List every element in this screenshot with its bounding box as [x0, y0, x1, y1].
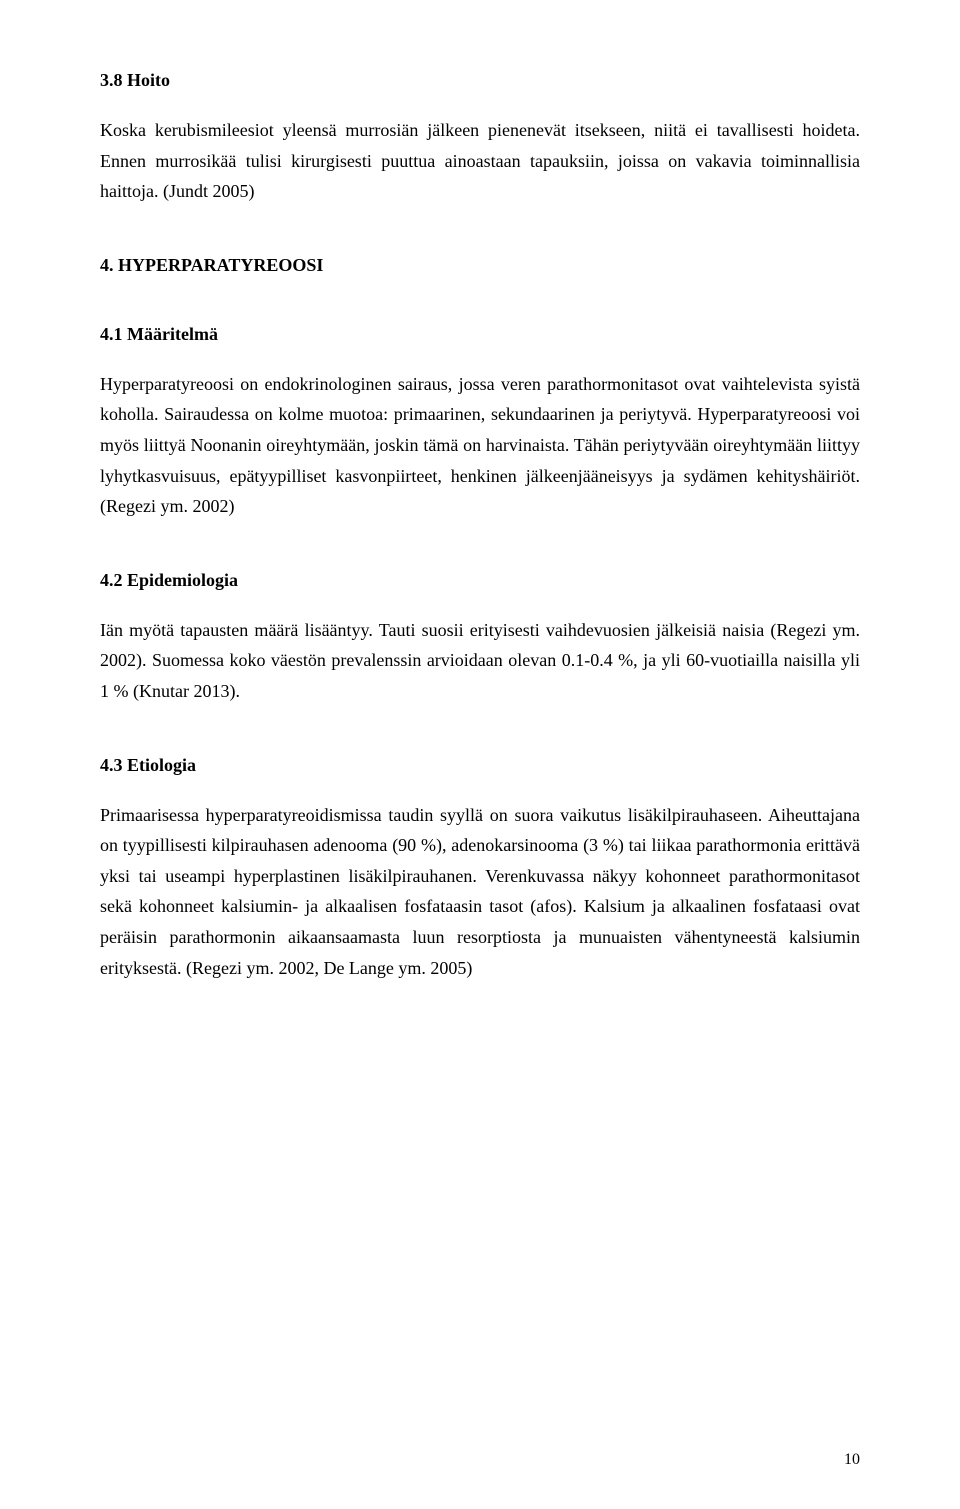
heading-4-3: 4.3 Etiologia: [100, 755, 860, 776]
heading-4: 4. HYPERPARATYREOOSI: [100, 255, 860, 276]
page-container: 3.8 Hoito Koska kerubismileesiot yleensä…: [0, 0, 960, 1509]
paragraph-4-2: Iän myötä tapausten määrä lisääntyy. Tau…: [100, 615, 860, 707]
heading-4-1: 4.1 Määritelmä: [100, 324, 860, 345]
paragraph-4-3: Primaarisessa hyperparatyreoidismissa ta…: [100, 800, 860, 984]
page-number: 10: [844, 1451, 860, 1469]
paragraph-4-1: Hyperparatyreoosi on endokrinologinen sa…: [100, 369, 860, 522]
heading-4-2: 4.2 Epidemiologia: [100, 570, 860, 591]
paragraph-3-8: Koska kerubismileesiot yleensä murrosiän…: [100, 115, 860, 207]
heading-3-8: 3.8 Hoito: [100, 70, 860, 91]
